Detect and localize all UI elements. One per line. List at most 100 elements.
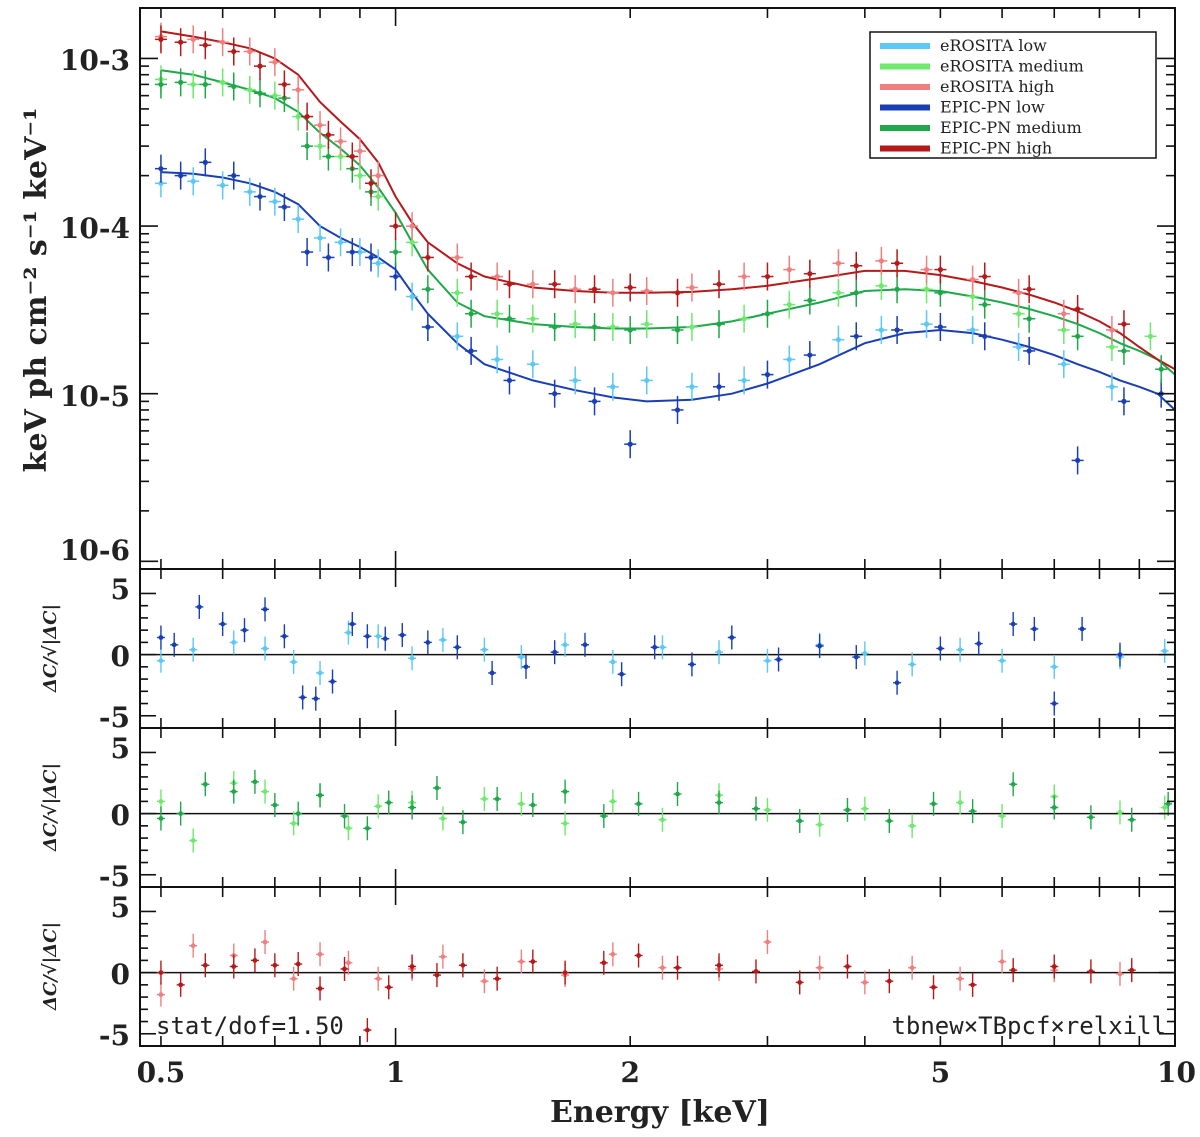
marker	[797, 980, 803, 985]
legend-label-erosita-medium: eROSITA medium	[940, 57, 1084, 76]
marker	[440, 637, 446, 643]
residual-point-epic-pn-low	[815, 634, 824, 659]
marker	[257, 90, 263, 96]
marker	[741, 273, 747, 280]
data-point-erosita-low	[372, 249, 385, 278]
marker	[636, 953, 641, 958]
residual-point-epic-pn-low	[550, 640, 559, 665]
marker	[304, 113, 310, 120]
marker	[675, 965, 680, 971]
residual-point-epic-pn-high	[528, 949, 537, 974]
marker	[158, 36, 164, 42]
marker	[817, 822, 823, 828]
marker	[572, 321, 578, 327]
marker	[375, 803, 381, 809]
residual-point-erosita-medium	[860, 796, 869, 821]
x-tick-label-1: 1	[386, 1056, 405, 1089]
data-point-epic-pn-high	[465, 262, 478, 291]
marker	[753, 968, 759, 974]
marker	[552, 649, 558, 655]
residual-panel-low: 5 0 -5 ΔC/√|ΔC|	[40, 568, 1176, 734]
data-point-epic-pn-low	[301, 238, 314, 267]
residual-point-epic-pn-medium	[229, 779, 238, 804]
data-point-epic-pn-medium	[803, 286, 816, 315]
marker	[1121, 321, 1127, 327]
stat-dof-annotation: stat/dof=1.50	[156, 1012, 344, 1040]
marker	[764, 372, 771, 378]
data-point-epic-pn-medium	[389, 238, 402, 267]
marker	[425, 286, 431, 292]
data-point-epic-pn-medium	[548, 313, 561, 342]
marker	[349, 249, 355, 255]
marker	[272, 802, 278, 808]
marker	[1075, 333, 1081, 339]
marker	[970, 293, 976, 300]
marker	[425, 254, 431, 261]
residual-point-erosita-medium	[998, 804, 1007, 829]
residual-point-erosita-medium	[261, 779, 270, 804]
data-point-epic-pn-low	[548, 379, 561, 408]
marker	[295, 87, 301, 93]
data-point-epic-pn-medium	[850, 278, 863, 307]
residual-point-erosita-high	[658, 955, 667, 980]
marker	[689, 324, 695, 330]
marker	[178, 982, 184, 988]
marker	[894, 327, 900, 333]
residual-point-epic-pn-low	[453, 635, 462, 660]
residual-point-erosita-low	[908, 652, 917, 677]
marker	[196, 604, 202, 610]
marker	[158, 180, 164, 186]
residual-point-epic-pn-high	[363, 1018, 372, 1043]
model-line-epic-pn-low	[160, 171, 1176, 411]
data-point-epic-pn-low	[624, 430, 637, 459]
marker	[970, 982, 976, 988]
data-point-erosita-medium	[268, 81, 281, 110]
marker	[976, 641, 982, 647]
marker	[399, 632, 405, 638]
marker	[494, 273, 500, 280]
residual-point-epic-pn-low	[240, 618, 249, 643]
legend-label-erosita-low: eROSITA low	[940, 36, 1047, 55]
residual-point-epic-pn-medium	[1164, 791, 1173, 816]
marker	[853, 654, 859, 660]
residual-point-epic-pn-low	[398, 623, 407, 648]
data-point-erosita-medium	[216, 68, 229, 97]
marker	[220, 39, 226, 45]
marker	[1061, 311, 1067, 317]
marker	[231, 83, 237, 90]
residual-point-epic-pn-low	[936, 636, 945, 661]
marker	[552, 281, 558, 287]
res-med-y-label-text: ΔC/√|ΔC|	[40, 763, 61, 852]
residual-point-erosita-medium	[517, 791, 526, 816]
data-point-erosita-high	[920, 255, 933, 284]
residual-point-epic-pn-high	[493, 966, 502, 991]
data-point-epic-pn-medium	[199, 70, 212, 99]
residual-point-erosita-low	[316, 660, 325, 685]
res-low-y-label: ΔC/√|ΔC|	[40, 604, 61, 693]
data-point-epic-pn-low	[365, 243, 378, 272]
marker	[291, 976, 297, 982]
residual-point-epic-pn-high	[432, 963, 441, 988]
data-point-erosita-high	[966, 265, 979, 294]
legend-label-epic-pn-medium: EPIC-PN medium	[940, 118, 1082, 137]
data-point-epic-pn-high	[548, 270, 561, 299]
data-point-erosita-low	[334, 228, 347, 257]
residual-point-epic-pn-high	[156, 960, 165, 985]
residual-point-epic-pn-medium	[843, 797, 852, 822]
marker	[202, 159, 208, 165]
marker	[878, 327, 884, 333]
data-point-epic-pn-high	[978, 262, 991, 291]
marker	[610, 798, 616, 804]
marker	[364, 1027, 370, 1033]
marker	[1121, 348, 1127, 354]
residual-point-epic-pn-high	[1009, 958, 1018, 983]
residual-point-erosita-medium	[608, 789, 617, 814]
data-point-erosita-medium	[526, 304, 539, 333]
marker	[1117, 971, 1123, 977]
marker	[610, 290, 616, 296]
res-high-y-label-text: ΔC/√|ΔC|	[40, 922, 61, 1011]
residual-point-erosita-low	[1160, 638, 1169, 663]
data-point-epic-pn-high	[174, 28, 187, 57]
residual-point-erosita-high	[438, 944, 447, 969]
